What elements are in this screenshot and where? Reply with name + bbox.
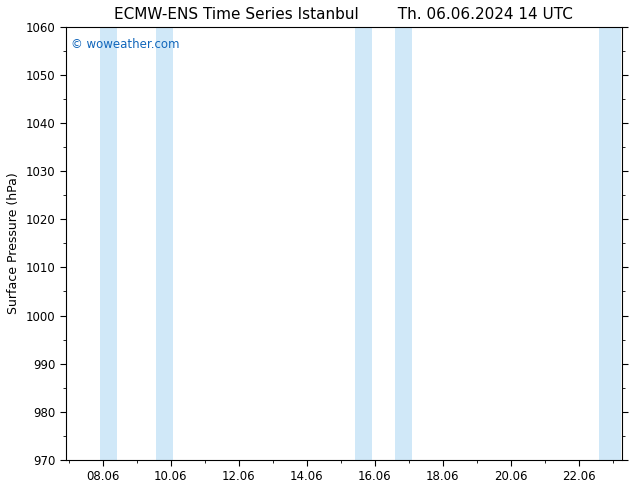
Bar — [598, 27, 621, 460]
Title: ECMW-ENS Time Series Istanbul        Th. 06.06.2024 14 UTC: ECMW-ENS Time Series Istanbul Th. 06.06.… — [114, 7, 573, 22]
Bar — [355, 27, 372, 460]
Bar — [100, 27, 117, 460]
Text: © woweather.com: © woweather.com — [71, 38, 179, 51]
Y-axis label: Surface Pressure (hPa): Surface Pressure (hPa) — [7, 172, 20, 314]
Bar — [394, 27, 411, 460]
Bar — [157, 27, 174, 460]
